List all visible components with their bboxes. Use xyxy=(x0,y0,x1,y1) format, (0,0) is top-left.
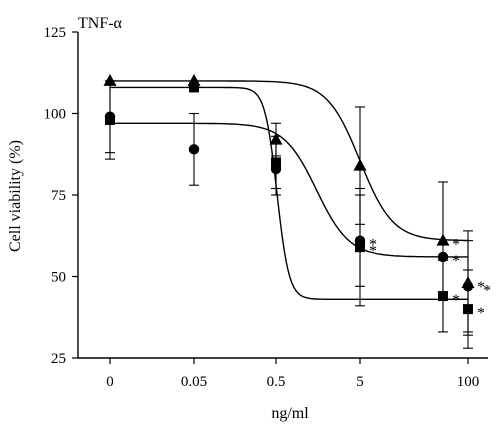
x-tick-label-5: 5 xyxy=(356,374,364,390)
point-circle-5 xyxy=(354,235,366,246)
sig-square-5: * xyxy=(369,243,377,260)
y-tick-label-75: 75 xyxy=(51,188,66,204)
significance-markers: ******** xyxy=(369,237,491,322)
sig-circle-5: * xyxy=(369,237,377,254)
point-square-5 xyxy=(355,242,365,253)
fit-curves xyxy=(110,80,468,300)
x-tick-label-0.05: 0.05 xyxy=(181,374,207,390)
point-circle-0.5 xyxy=(270,163,282,175)
point-circle-0.05 xyxy=(188,144,200,155)
y-tick-label-50: 50 xyxy=(51,270,66,286)
sig-extra-circle: * xyxy=(452,253,460,270)
y-tick-label-25: 25 xyxy=(51,351,66,367)
point-triangle-0 xyxy=(103,73,117,86)
sig-extra-triangle: * xyxy=(452,237,460,254)
point-square-100 xyxy=(463,304,473,315)
x-axis-title: ng/ml xyxy=(271,405,309,422)
point-extra-circle xyxy=(437,251,449,263)
x-ticks: 0 0.05 0.5 5 100 xyxy=(106,358,479,390)
point-triangle-5 xyxy=(353,158,367,171)
point-circle-100 xyxy=(462,281,474,292)
point-triangle-0.5 xyxy=(269,132,283,145)
point-square-0.5 xyxy=(271,157,281,168)
fit-curve-triangle xyxy=(110,80,468,242)
x-tick-label-0: 0 xyxy=(106,374,114,390)
point-circle-0 xyxy=(104,111,116,122)
sig-circle-100: * xyxy=(483,282,491,299)
error-bars xyxy=(105,80,473,349)
fit-curve-circle xyxy=(110,122,468,258)
y-ticks: 25 50 75 100 125 xyxy=(44,25,78,367)
sig-square-100: * xyxy=(477,305,485,322)
x-tick-label-0.5: 0.5 xyxy=(267,374,286,390)
sig-extra-square: * xyxy=(452,292,460,309)
y-tick-label-100: 100 xyxy=(44,107,67,123)
chart-title: TNF-α xyxy=(78,15,123,32)
point-extra-square xyxy=(438,291,448,302)
point-square-0.05 xyxy=(189,82,199,93)
y-axis-title: Cell viability (%) xyxy=(7,140,24,252)
sig-triangle-100: * xyxy=(477,279,485,296)
y-tick-label-125: 125 xyxy=(44,25,67,41)
x-tick-label-100: 100 xyxy=(457,374,480,390)
fit-curve-square xyxy=(110,86,468,300)
point-extra-triangle xyxy=(436,233,450,246)
data-points xyxy=(103,73,475,315)
